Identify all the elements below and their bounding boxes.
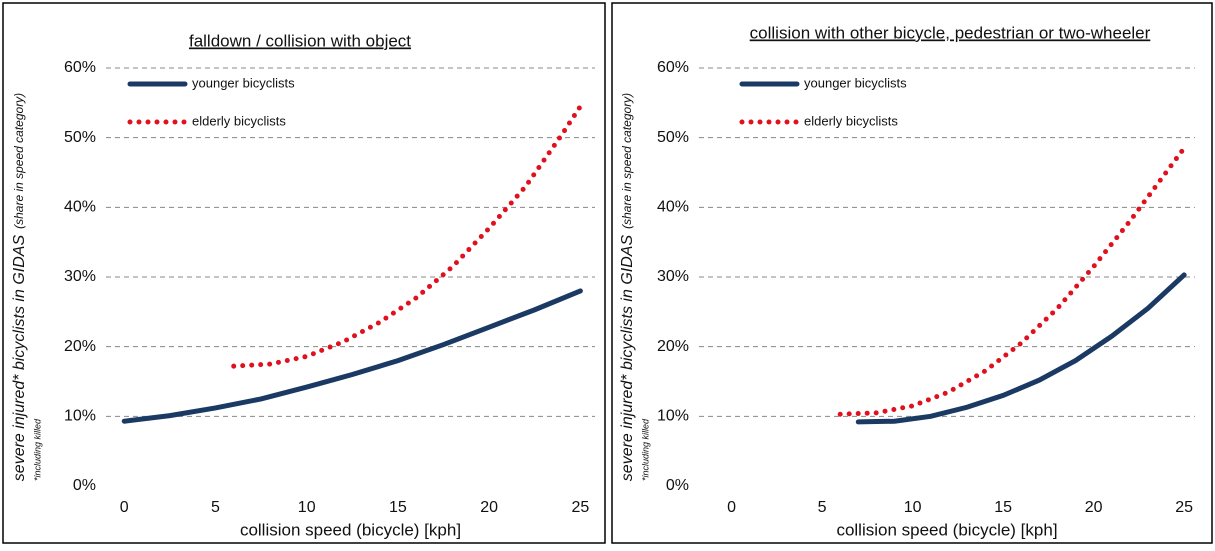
line-series xyxy=(855,272,1187,425)
footnote: *including killed xyxy=(32,418,42,481)
x-tick-label: 15 xyxy=(994,499,1012,516)
y-axis-label-main: severe injured* bicyclists in GIDAS xyxy=(619,235,636,482)
y-tick-label: 0% xyxy=(666,477,689,494)
x-axis-label: collision speed (bicycle) [kph] xyxy=(240,520,461,539)
legend-label: younger bicyclists xyxy=(804,75,907,90)
x-tick-label: 0 xyxy=(727,499,736,516)
y-tick-label: 30% xyxy=(64,268,96,285)
y-tick-label: 60% xyxy=(64,59,96,76)
line-series xyxy=(231,103,583,369)
line-series xyxy=(121,288,583,424)
footnote: *including killed xyxy=(640,418,650,481)
y-tick-label: 20% xyxy=(64,338,96,355)
y-tick-label: 40% xyxy=(64,199,96,216)
legend-label: elderly bicyclists xyxy=(192,113,286,128)
chart-panel: 0% 10% 20% 30% 40% 50% 60% 0 5 10 15 20 25 falldown /… xyxy=(2,2,606,544)
y-tick-label: 10% xyxy=(657,408,689,425)
y-tick-label: 30% xyxy=(657,268,689,285)
line-series xyxy=(837,145,1187,417)
legend-label: younger bicyclists xyxy=(192,75,295,90)
x-tick-label: 10 xyxy=(904,499,922,516)
y-axis-label-note: (share in speed category) xyxy=(12,93,26,229)
y-tick-label: 10% xyxy=(64,408,96,425)
y-tick-label: 40% xyxy=(657,199,689,216)
panel-border xyxy=(611,2,1213,544)
y-tick-label: 20% xyxy=(657,338,689,355)
x-tick-label: 10 xyxy=(298,499,316,516)
y-tick-label: 0% xyxy=(73,477,96,494)
chart-panel: 0% 10% 20% 30% 40% 50% 60% 0 5 10 15 20 25 collision … xyxy=(611,2,1213,544)
x-tick-label: 5 xyxy=(818,499,827,516)
x-tick-label: 15 xyxy=(389,499,407,516)
x-tick-label: 25 xyxy=(572,499,590,516)
chart-title: collision with other bicycle, pedestrian… xyxy=(750,23,1151,42)
x-tick-label: 25 xyxy=(1175,499,1193,516)
y-tick-label: 50% xyxy=(64,129,96,146)
y-tick-label: 60% xyxy=(657,59,689,76)
panel-border xyxy=(2,2,606,544)
x-tick-label: 0 xyxy=(120,499,129,516)
y-tick-label: 50% xyxy=(657,129,689,146)
x-axis-label: collision speed (bicycle) [kph] xyxy=(836,520,1057,539)
y-axis-label-main: severe injured* bicyclists in GIDAS xyxy=(11,235,28,482)
legend-label: elderly bicyclists xyxy=(804,113,898,128)
x-tick-label: 5 xyxy=(211,499,220,516)
y-axis-label: severe injured* bicyclists in GIDAS (shar… xyxy=(619,93,636,481)
chart-title: falldown / collision with object xyxy=(189,31,411,50)
x-tick-label: 20 xyxy=(480,499,498,516)
y-axis-label: severe injured* bicyclists in GIDAS (shar… xyxy=(11,93,28,481)
y-axis-label-note: (share in speed category) xyxy=(620,93,634,229)
x-tick-label: 20 xyxy=(1085,499,1103,516)
